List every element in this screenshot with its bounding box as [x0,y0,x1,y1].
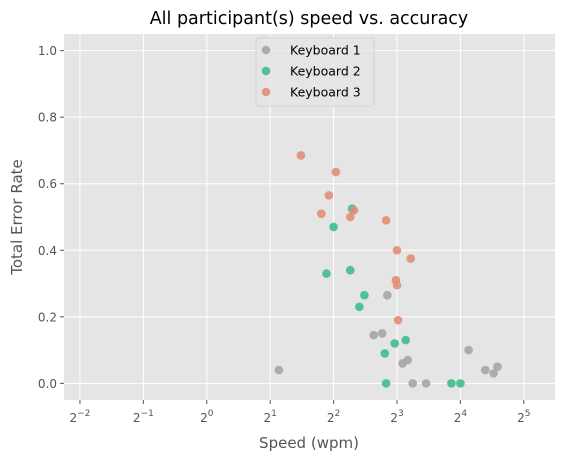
keyboard-3-point [331,167,341,177]
data-points [274,151,502,388]
y-tick-label: 1.0 [38,44,57,58]
x-tick-label: 2−1 [133,409,154,425]
keyboard-2-point [345,265,355,275]
keyboard-3-point [392,245,402,255]
keyboard-3-point [392,280,402,290]
y-tick-label: 0.0 [38,377,57,391]
keyboard-3-point [317,209,326,218]
keyboard-2-point [381,379,391,388]
y-tick-label: 0.8 [38,111,57,125]
keyboard-2-point [360,290,369,300]
keyboard-3-point [296,151,306,160]
x-tick-label: 22 [327,409,340,425]
keyboard-2-point [456,379,465,388]
keyboard-2-point [447,379,456,388]
keyboard-3-point [406,254,416,263]
keyboard-1-point [377,329,387,338]
x-tick-label: 20 [200,409,214,425]
keyboard-1-point [383,290,392,300]
x-tick-label: 2−2 [69,409,90,425]
legend-marker [261,66,271,76]
legend-marker [261,45,271,55]
x-axis-label: Speed (wpm) [259,434,359,452]
keyboard-1-point [274,365,284,375]
y-tick-label: 0.4 [38,244,57,258]
legend-label: Keyboard 2 [290,64,361,79]
keyboard-3-point [349,206,359,215]
y-tick-label: 0.2 [38,310,57,324]
keyboard-3-point [393,315,403,325]
keyboard-1-point [369,330,378,340]
grid-lines [64,34,555,400]
legend-label: Keyboard 1 [290,43,361,58]
keyboard-2-point [390,339,399,348]
keyboard-1-point [403,355,413,365]
keyboard-2-point [322,269,331,278]
legend-marker [261,87,271,97]
y-tick-label: 0.6 [38,177,57,191]
keyboard-2-point [355,302,364,312]
x-tick-label: 21 [263,409,276,425]
keyboard-1-point [493,362,502,372]
keyboard-1-point [408,379,418,388]
x-tick-label: 23 [390,409,403,425]
x-tick-label: 24 [454,409,468,425]
keyboard-2-point [329,222,338,232]
keyboard-1-point [489,369,498,378]
keyboard-2-point [401,335,411,345]
keyboard-1-point [421,379,431,388]
keyboard-3-point [324,191,334,200]
keyboard-2-point [380,349,390,358]
x-tick-label: 25 [517,409,530,425]
keyboard-3-point [381,216,391,225]
y-axis-label: Total Error Rate [8,159,26,276]
axis-ticks: 0.0 0.2 0.4 0.6 0.8 1.0 2−2 2−1 20 21 22 23 24 25 [38,44,531,425]
legend-label: Keyboard 3 [290,85,361,100]
keyboard-1-point [480,365,490,375]
keyboard-3-point [345,212,355,222]
chart-title: All participant(s) speed vs. accuracy [150,9,469,29]
keyboard-1-point [464,345,473,355]
legend-box [255,37,375,107]
legend: Keyboard 1 Keyboard 2 Keyboard 3 [255,37,375,107]
